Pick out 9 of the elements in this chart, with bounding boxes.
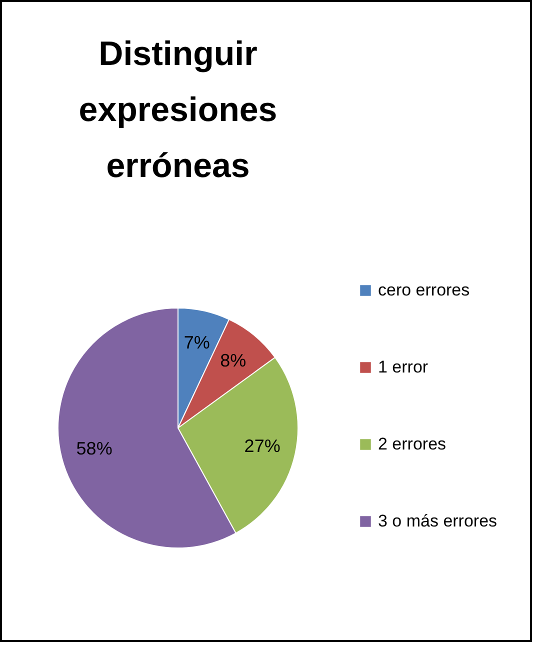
data-label: 8% [220, 350, 246, 370]
legend-label: cero errores [378, 280, 470, 300]
legend-label: 1 error [378, 358, 428, 376]
legend-label: 2 errores [378, 434, 446, 454]
data-label: 27% [244, 436, 280, 456]
legend-label: 3 o más errores [378, 512, 498, 530]
chart-title: Distinguir expresiones erróneas [78, 35, 278, 185]
data-label: 7% [184, 332, 210, 353]
data-label: 58% [76, 438, 112, 458]
